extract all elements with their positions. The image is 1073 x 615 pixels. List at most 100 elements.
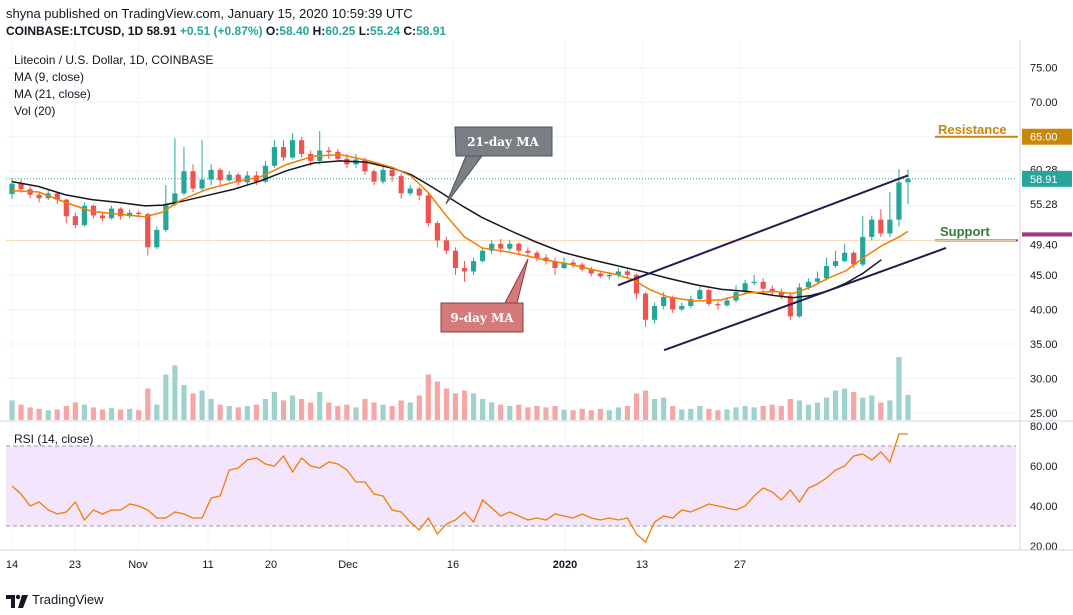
volume-bar — [36, 408, 42, 420]
x-tick-label: 13 — [636, 559, 648, 571]
candle-body — [887, 219, 893, 234]
volume-bar — [543, 407, 549, 420]
candle-body — [588, 269, 594, 274]
price-tick-label: 70.00 — [1030, 97, 1058, 109]
volume-bar — [688, 408, 694, 420]
candle-body — [145, 214, 151, 248]
volume-bar — [606, 410, 612, 420]
volume-bar — [72, 402, 78, 420]
volume-bar — [90, 407, 97, 420]
volume-bar — [163, 374, 169, 420]
volume-bar — [235, 407, 241, 420]
volume-bar — [778, 406, 784, 420]
volume-bar — [27, 407, 33, 420]
candle-body — [63, 199, 69, 217]
volume-bar — [425, 374, 431, 420]
candle-body — [452, 250, 459, 268]
chart[interactable]: 14 23 Nov 11 20 Dec 16 2020 13 27 75.00 70.00 65.00 6… — [0, 40, 1073, 588]
price-level-bg — [1022, 236, 1072, 253]
volume-bar — [407, 402, 413, 420]
candle-body — [516, 243, 522, 251]
candle-body — [896, 182, 902, 220]
candle-body — [90, 205, 97, 216]
candle-body — [271, 147, 278, 166]
candle-body — [832, 261, 839, 266]
volume-bar — [317, 392, 323, 420]
open-value: 58.40 — [279, 24, 310, 38]
volume-bar — [253, 404, 259, 420]
symbol[interactable]: COINBASE:LTCUSD, 1D — [6, 24, 144, 38]
volume-bar — [136, 410, 142, 420]
candle-body — [760, 281, 766, 289]
volume-bar — [470, 393, 477, 420]
volume-bar — [416, 395, 422, 420]
ma9-callout: 9-day MA — [440, 258, 529, 333]
candle-body — [489, 243, 495, 251]
volume-bar — [742, 406, 748, 420]
ma21-callout-label: 21-day MA — [467, 135, 539, 149]
volume-bar — [280, 400, 287, 420]
candle-body — [289, 140, 296, 158]
close-value: 58.91 — [416, 24, 447, 38]
upper-trendline — [617, 174, 909, 287]
volume-bar — [579, 408, 585, 420]
candle-body — [688, 299, 694, 306]
x-tick-label: 27 — [734, 559, 746, 571]
legend-rsi: RSI (14, close) — [14, 432, 93, 446]
candle-body — [326, 150, 332, 152]
volume-bar — [661, 397, 667, 420]
price-level-label: 55.28 — [1030, 199, 1058, 211]
volume-bar — [271, 392, 278, 420]
candle-body — [181, 171, 187, 194]
volume-bar — [516, 404, 522, 420]
support-label: Support — [940, 224, 990, 239]
price-tick-label: 25.00 — [1030, 408, 1058, 420]
candle-body — [299, 140, 305, 154]
rsi-tick-label: 20.00 — [1030, 541, 1058, 553]
tradingview-logo-icon[interactable] — [6, 592, 28, 610]
high-value: 60.25 — [325, 24, 356, 38]
ma9-line — [11, 153, 909, 302]
x-tick-label: 16 — [447, 559, 459, 571]
candle-body — [661, 297, 667, 306]
candle-body — [842, 252, 848, 262]
volume-bar — [18, 404, 24, 420]
rsi-band — [6, 446, 1016, 526]
header-bar: shyna published on TradingView.com, Janu… — [0, 0, 1073, 40]
close-label: C: — [403, 24, 417, 38]
volume-bar — [380, 404, 386, 420]
candle-body — [715, 303, 721, 306]
ma21-callout: 21-day MA — [445, 126, 553, 205]
candle-body — [525, 250, 531, 253]
x-tick-label: Nov — [128, 559, 148, 571]
moving-averages — [11, 153, 909, 302]
volume-bar — [670, 406, 676, 420]
candle-body — [163, 204, 169, 230]
candle-body — [905, 178, 911, 183]
volume-bar — [443, 388, 450, 420]
volume-bar — [181, 385, 187, 420]
candle-body — [642, 293, 649, 320]
candle-body — [154, 230, 160, 248]
legend-vol: Vol (20) — [14, 104, 55, 118]
candle-body — [507, 243, 513, 249]
low-value: 55.24 — [370, 24, 401, 38]
volume-bar — [54, 409, 60, 420]
volume-bar — [145, 388, 151, 420]
volume-bar — [823, 397, 830, 420]
volume-bar — [81, 404, 88, 420]
x-tick-label: 23 — [69, 559, 81, 571]
low-label: L: — [358, 24, 371, 38]
legend: Litecoin / U.S. Dollar, 1D, COINBASE MA … — [14, 53, 213, 446]
candle-body — [679, 306, 685, 310]
volume-bar — [597, 408, 603, 420]
ma9-callout-label: 9-day MA — [450, 311, 514, 325]
price-badge — [1022, 128, 1072, 145]
footer-brand[interactable]: TradingView — [32, 592, 104, 607]
candle-body — [371, 171, 377, 182]
volume-bar — [534, 406, 540, 420]
volume-bar — [887, 400, 893, 420]
candle-body — [380, 169, 386, 182]
price-tick-label: 75.00 — [1030, 63, 1058, 75]
axes: 14 23 Nov 11 20 Dec 16 2020 13 27 75.00 70.00 65.00 6… — [0, 40, 1073, 571]
